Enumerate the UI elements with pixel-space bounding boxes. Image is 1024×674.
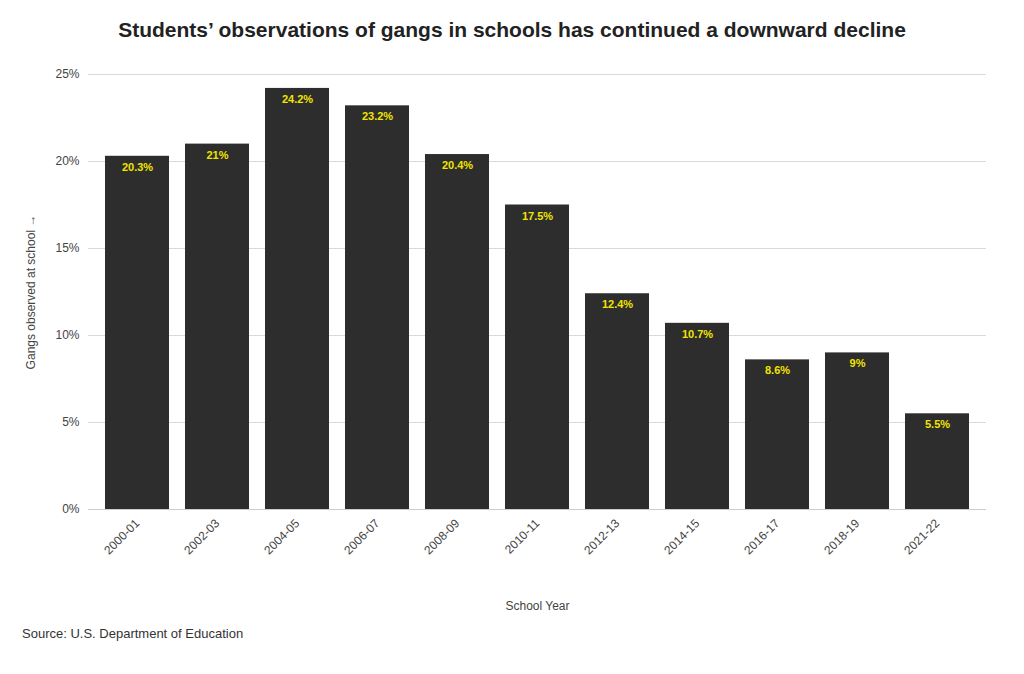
svg-text:2012-13: 2012-13 xyxy=(581,516,622,557)
svg-text:2008-09: 2008-09 xyxy=(421,516,462,557)
svg-text:15%: 15% xyxy=(55,241,79,255)
svg-text:0%: 0% xyxy=(62,502,80,516)
svg-text:Gangs observed at school →: Gangs observed at school → xyxy=(24,215,38,370)
svg-text:25%: 25% xyxy=(55,67,79,81)
svg-text:23.2%: 23.2% xyxy=(362,110,393,122)
svg-text:9%: 9% xyxy=(850,357,866,369)
svg-text:School Year: School Year xyxy=(505,599,569,613)
svg-text:20%: 20% xyxy=(55,154,79,168)
svg-text:21%: 21% xyxy=(206,149,228,161)
svg-text:12.4%: 12.4% xyxy=(602,298,633,310)
svg-text:2006-07: 2006-07 xyxy=(341,516,382,557)
svg-text:24.2%: 24.2% xyxy=(282,93,313,105)
html-text:Source: U.S. Department of Edu: Source: U.S. Department of Education xyxy=(22,626,244,641)
svg-text:20.3%: 20.3% xyxy=(122,161,153,173)
svg-text:2016-17: 2016-17 xyxy=(741,516,782,557)
svg-text:2021-22: 2021-22 xyxy=(901,516,942,557)
html-text:Students’ observations of gang: Students’ observations of gangs in schoo… xyxy=(118,18,906,41)
svg-text:8.6%: 8.6% xyxy=(765,364,790,376)
svg-text:2004-05: 2004-05 xyxy=(261,516,302,557)
svg-text:2018-19: 2018-19 xyxy=(821,516,862,557)
svg-text:5.5%: 5.5% xyxy=(925,418,950,430)
svg-text:10.7%: 10.7% xyxy=(682,328,713,340)
svg-text:2014-15: 2014-15 xyxy=(661,516,702,557)
svg-text:17.5%: 17.5% xyxy=(522,210,553,222)
svg-text:10%: 10% xyxy=(55,328,79,342)
svg-text:2010-11: 2010-11 xyxy=(502,516,543,557)
svg-text:2002-03: 2002-03 xyxy=(181,516,222,557)
svg-text:20.4%: 20.4% xyxy=(442,159,473,171)
svg-text:2000-01: 2000-01 xyxy=(101,516,142,557)
svg-text:5%: 5% xyxy=(62,415,80,429)
